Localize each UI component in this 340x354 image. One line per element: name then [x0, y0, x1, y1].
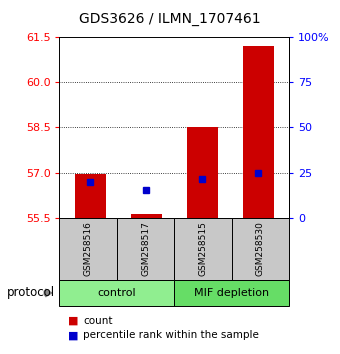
Text: control: control: [98, 288, 136, 298]
Text: GSM258530: GSM258530: [256, 221, 265, 276]
Text: ■: ■: [68, 330, 79, 340]
Text: GSM258516: GSM258516: [84, 221, 93, 276]
Text: GSM258515: GSM258515: [199, 221, 207, 276]
Text: ■: ■: [68, 316, 79, 326]
Text: GDS3626 / ILMN_1707461: GDS3626 / ILMN_1707461: [79, 12, 261, 27]
Text: count: count: [83, 316, 113, 326]
Bar: [131, 214, 162, 218]
Text: MIF depletion: MIF depletion: [194, 288, 269, 298]
Text: percentile rank within the sample: percentile rank within the sample: [83, 330, 259, 340]
Text: GSM258517: GSM258517: [141, 221, 150, 276]
Bar: [187, 127, 218, 218]
Bar: [75, 174, 106, 218]
Text: protocol: protocol: [7, 286, 55, 299]
Bar: [243, 46, 274, 218]
